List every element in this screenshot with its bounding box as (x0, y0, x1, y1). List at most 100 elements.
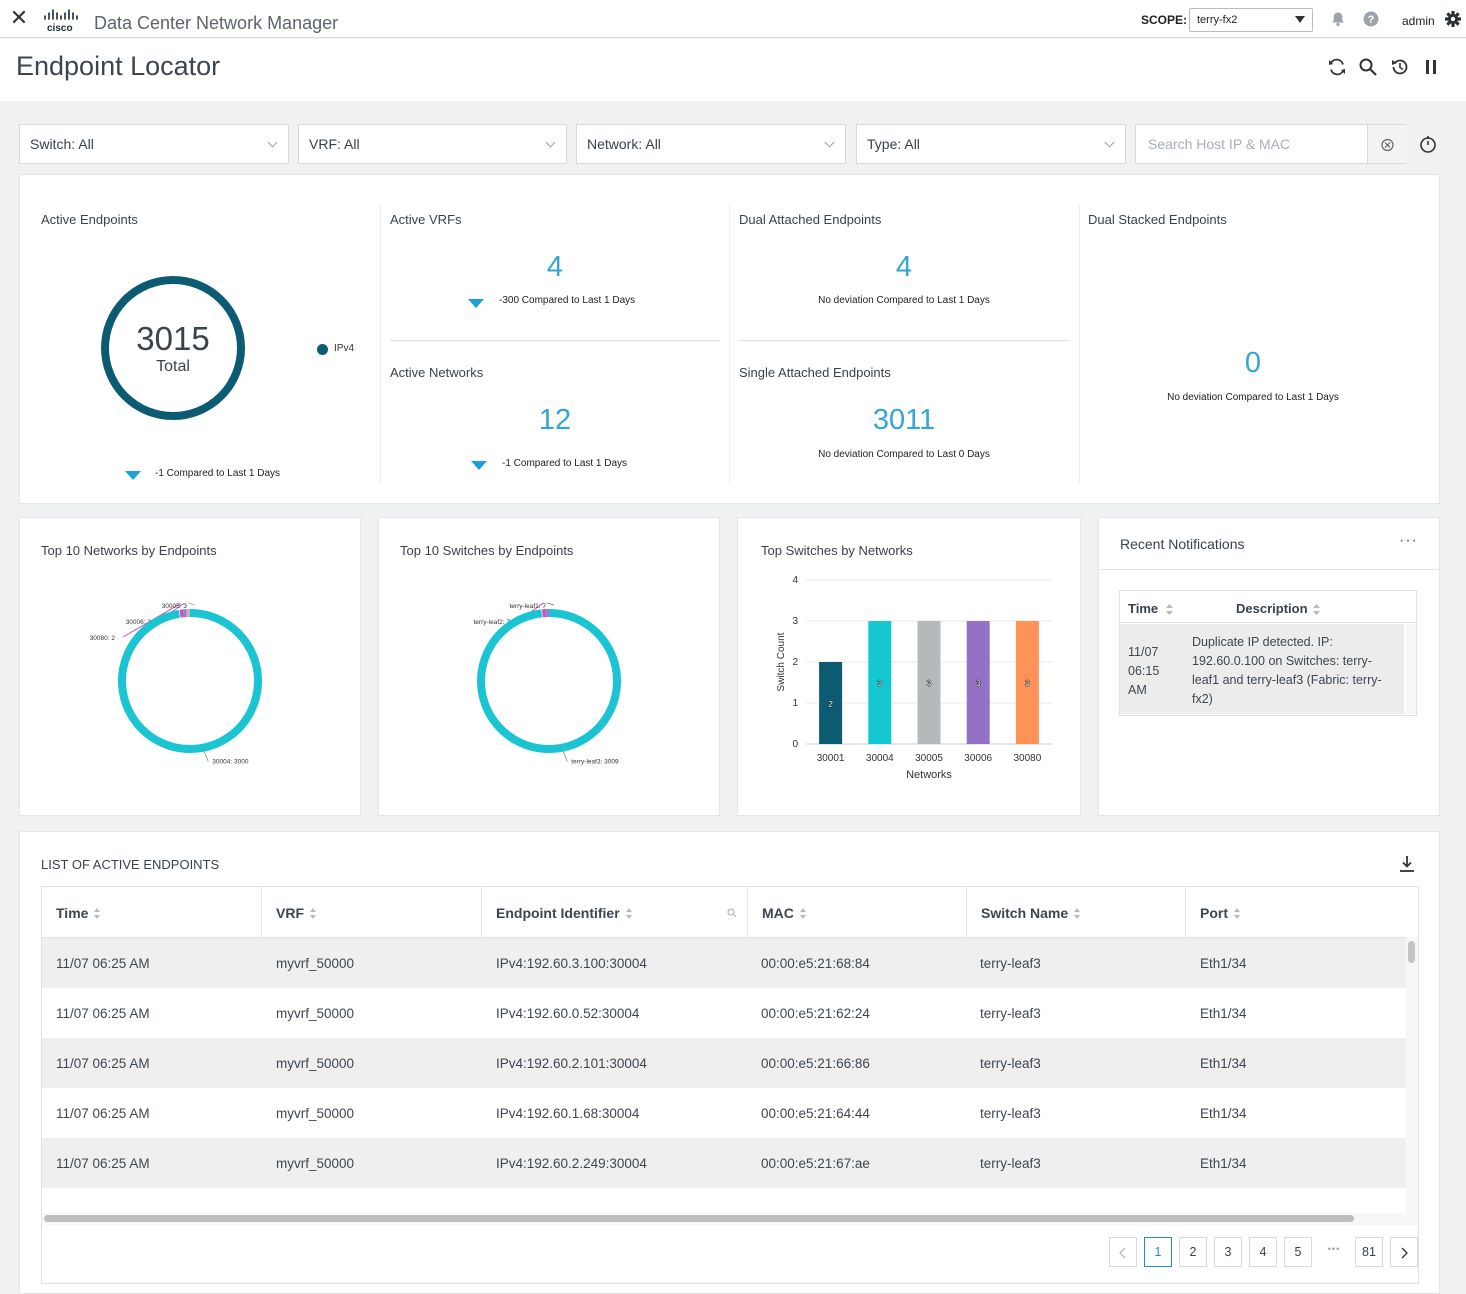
scrollbar[interactable] (1406, 624, 1416, 714)
clear-search-button[interactable] (1367, 125, 1406, 163)
col-vrf[interactable]: VRF (262, 887, 482, 937)
x-tick-label: 30006 (964, 753, 992, 764)
legend-swatch (317, 344, 328, 355)
close-icon[interactable]: ✕ (9, 5, 29, 30)
bar (966, 621, 990, 744)
col-endpoint-identifier[interactable]: Endpoint Identifier (482, 887, 748, 937)
stats-card: Active Endpoints 3015 Total IPv4 -1 Comp… (19, 174, 1440, 504)
more-icon[interactable]: ··· (1399, 532, 1418, 549)
page-1-button[interactable]: 1 (1144, 1237, 1172, 1267)
scroll-thumb[interactable] (1408, 941, 1415, 963)
help-icon[interactable]: ? (1363, 11, 1379, 27)
settings-icon[interactable] (1445, 11, 1461, 27)
x-tick-label: 30004 (866, 753, 894, 764)
col-time[interactable]: Time (42, 887, 262, 937)
table-row[interactable]: 11/07 06:25 AM myvrf_50000 IPv4:192.60.0… (42, 988, 1406, 1038)
pause-icon[interactable] (1421, 57, 1441, 77)
scope-value: terry-fx2 (1197, 14, 1238, 26)
history-icon[interactable] (1390, 57, 1410, 77)
cell-time: 11/07 06:25 AM (56, 1006, 150, 1021)
network-filter[interactable]: Network: All (576, 124, 846, 164)
sort-icon (1234, 908, 1241, 920)
cell-vrf: myvrf_50000 (276, 956, 355, 971)
cell-switch: terry-leaf3 (980, 1056, 1041, 1071)
cell-time: 11/07 06:25 AM (56, 956, 150, 971)
page-header: Endpoint Locator (0, 39, 1466, 101)
bar-value-label: 2 (828, 699, 833, 709)
chevron-down-icon (267, 137, 278, 148)
sort-icon (94, 908, 101, 920)
x-axis-label: Networks (906, 769, 952, 781)
chevron-left-icon (1119, 1247, 1126, 1259)
col-description[interactable]: Description (1236, 601, 1308, 616)
switch-filter[interactable]: Switch: All (19, 124, 289, 164)
refresh-icon[interactable] (1327, 57, 1347, 77)
chevron-down-icon (1104, 137, 1115, 148)
single-attached-value: 3011 (872, 404, 936, 436)
page-last-button[interactable]: 81 (1355, 1237, 1383, 1267)
cell-port: Eth1/34 (1200, 1156, 1247, 1171)
page-5-button[interactable]: 5 (1284, 1237, 1312, 1267)
page-3-button[interactable]: 3 (1214, 1237, 1242, 1267)
horizontal-scrollbar[interactable] (42, 1213, 1418, 1225)
table-row[interactable]: 11/07 06:25 AM myvrf_50000 IPv4:192.60.2… (42, 1138, 1406, 1188)
vrf-filter[interactable]: VRF: All (298, 124, 567, 164)
top-bar: ✕ cisco Data Center Network Manager SCOP… (0, 0, 1466, 38)
top-networks-card: Top 10 Networks by Endpoints 30080: 2 300… (19, 517, 361, 816)
filter-search-icon[interactable] (727, 908, 737, 918)
vertical-scrollbar[interactable] (1406, 937, 1418, 1213)
active-networks-value: 12 (538, 404, 572, 436)
sort-icon[interactable] (1313, 602, 1320, 615)
cell-switch: terry-leaf3 (980, 1156, 1041, 1171)
cell-switch: terry-leaf3 (980, 1106, 1041, 1121)
col-time[interactable]: Time (1128, 601, 1159, 616)
next-page-button[interactable] (1390, 1237, 1418, 1267)
cell-mac: 00:00:e5:21:62:24 (761, 1006, 870, 1021)
active-endpoints-title: Active Endpoints (41, 212, 138, 227)
type-filter[interactable]: Type: All (856, 124, 1126, 164)
user-name[interactable]: admin (1402, 14, 1435, 28)
cell-endpoint: IPv4:192.60.1.68:30004 (496, 1106, 640, 1121)
slice-label: 30080: 2 (90, 635, 116, 642)
donut-slice (477, 609, 621, 753)
download-icon[interactable] (1398, 854, 1416, 874)
bar (917, 621, 941, 744)
chevron-down-icon (824, 137, 835, 148)
page-4-button[interactable]: 4 (1249, 1237, 1277, 1267)
sort-icon[interactable] (1166, 602, 1173, 615)
dual-attached-value: 4 (895, 251, 913, 283)
page-2-button[interactable]: 2 (1179, 1237, 1207, 1267)
top-networks-donut: 30080: 2 30006: 2 30005: 3 30004: 3000 (90, 602, 262, 766)
prev-page-button[interactable] (1109, 1237, 1137, 1267)
cell-switch: terry-leaf3 (980, 956, 1041, 971)
active-networks-compare: -1 Compared to Last 1 Days (502, 458, 628, 469)
search-input[interactable] (1136, 125, 1367, 163)
timer-icon[interactable] (1418, 134, 1438, 154)
scroll-thumb[interactable] (44, 1215, 1354, 1222)
cell-mac: 00:00:e5:21:64:44 (761, 1106, 870, 1121)
dual-stacked-compare: No deviation Compared to Last 1 Days (1167, 392, 1339, 403)
active-networks-title: Active Networks (390, 365, 484, 380)
trend-down-icon (125, 471, 141, 480)
col-switch-name[interactable]: Switch Name (967, 887, 1186, 937)
single-attached-title: Single Attached Endpoints (739, 365, 891, 380)
col-mac[interactable]: MAC (748, 887, 967, 937)
notification-row[interactable]: 11/07 06:15 AM Duplicate IP detected. IP… (1120, 624, 1404, 714)
bar-chart: 0 1 2 3 4 Switch Count 2 30001 3 30004 3 30005 3 3000… (776, 575, 1052, 781)
scope-select[interactable]: terry-fx2 (1189, 8, 1313, 32)
slice-label: 30005: 3 (162, 603, 188, 610)
active-vrfs-compare: -300 Compared to Last 1 Days (499, 295, 636, 306)
caret-down-icon (1295, 16, 1305, 23)
cell-mac: 00:00:e5:21:66:86 (761, 1056, 870, 1071)
table-row[interactable]: 11/07 06:25 AM myvrf_50000 IPv4:192.60.1… (42, 1088, 1406, 1138)
cell-time: 11/07 06:25 AM (56, 1056, 150, 1071)
type-filter-label: Type: All (867, 136, 920, 152)
table-row[interactable]: 11/07 06:25 AM myvrf_50000 IPv4:192.60.3… (42, 938, 1406, 988)
bell-icon[interactable] (1330, 11, 1346, 27)
search-icon[interactable] (1358, 57, 1378, 77)
active-vrfs-value: 4 (546, 251, 564, 283)
endpoints-title: LIST OF ACTIVE ENDPOINTS (41, 857, 220, 872)
active-endpoints-total: 3015 (136, 320, 210, 357)
table-row[interactable]: 11/07 06:25 AM myvrf_50000 IPv4:192.60.2… (42, 1038, 1406, 1088)
col-port[interactable]: Port (1186, 887, 1418, 937)
